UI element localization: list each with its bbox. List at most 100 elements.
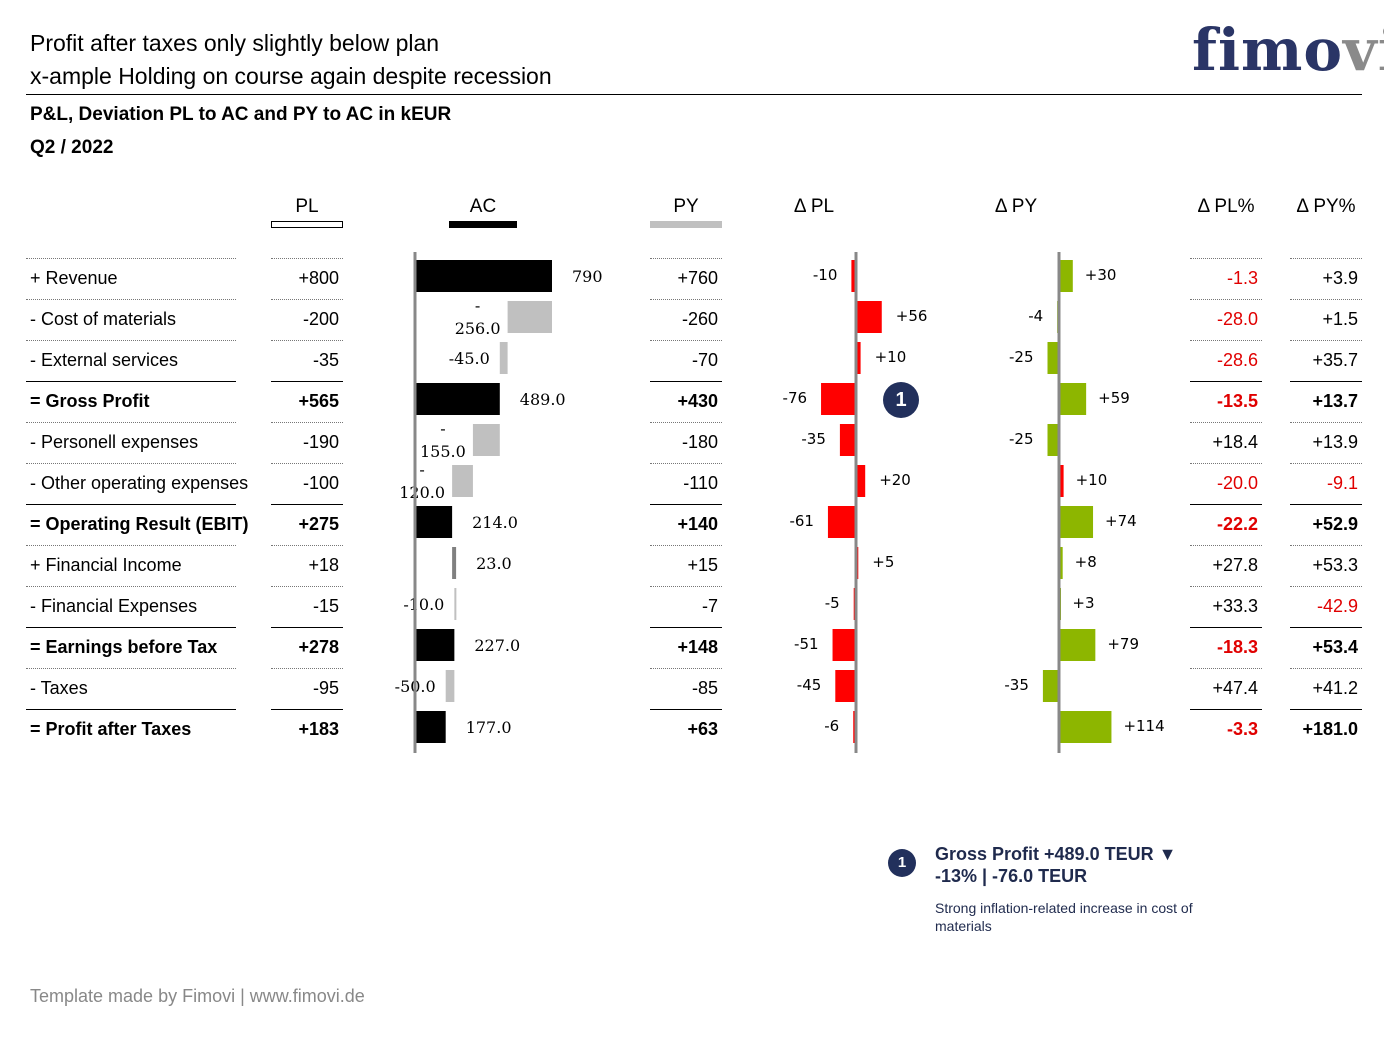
row-separator xyxy=(26,463,236,464)
pl-value: +800 xyxy=(298,268,339,288)
ac-bar xyxy=(415,383,500,415)
callout-badge-note: 1 xyxy=(888,849,916,877)
delta-py-pct-value: +13.9 xyxy=(1312,432,1358,452)
delta-pl-pct-value: -18.3 xyxy=(1216,637,1258,657)
row-separator xyxy=(1190,340,1262,341)
delta-py-pct-value: +52.9 xyxy=(1312,514,1358,534)
delta-pl-pct-value: +33.3 xyxy=(1212,596,1258,616)
delta-py-bar xyxy=(1059,465,1064,497)
row-separator xyxy=(26,627,236,628)
delta-pl-pct-value: -22.2 xyxy=(1216,514,1258,534)
delta-pl-bar xyxy=(856,301,882,333)
py-value: +760 xyxy=(677,268,718,288)
row-separator xyxy=(650,586,722,587)
py-value: +148 xyxy=(677,637,718,657)
delta-pl-label: -35 xyxy=(801,430,826,448)
ac-bar xyxy=(452,547,457,579)
ac-bar xyxy=(415,711,446,743)
delta-py-pct-value: -9.1 xyxy=(1326,473,1358,493)
delta-py-label: -35 xyxy=(1004,676,1029,694)
delta-pl-bar xyxy=(839,424,856,456)
delta-pl-label: +10 xyxy=(875,348,907,366)
pl-value: +275 xyxy=(298,514,339,534)
py-value: +15 xyxy=(687,555,718,575)
delta-py-bar xyxy=(1059,383,1087,415)
row-label: + Revenue xyxy=(30,268,118,288)
note-title-line2: -13% | -76.0 TEUR xyxy=(935,866,1088,886)
row-separator xyxy=(26,709,236,710)
row-separator xyxy=(650,709,722,710)
pl-value: -35 xyxy=(312,350,339,370)
delta-pl-label: -10 xyxy=(813,266,838,284)
col-header-delta-pl: Δ PL xyxy=(793,196,835,217)
row-separator xyxy=(1190,258,1262,259)
pl-value: +565 xyxy=(298,391,339,411)
pl-value: +183 xyxy=(298,719,339,739)
row-separator xyxy=(271,627,343,628)
delta-py-pct-value: +53.4 xyxy=(1312,637,1358,657)
row-label: + Financial Income xyxy=(30,555,182,575)
row-separator xyxy=(26,504,236,505)
delta-py-label: +114 xyxy=(1123,717,1164,735)
delta-pl-label: -61 xyxy=(789,512,814,530)
row-separator xyxy=(271,709,343,710)
delta-py-pct-value: +181.0 xyxy=(1302,719,1358,739)
delta-py-label: -25 xyxy=(1009,348,1034,366)
row-separator xyxy=(271,545,343,546)
delta-pl-pct-value: -3.3 xyxy=(1226,719,1258,739)
pl-value: +18 xyxy=(308,555,339,575)
delta-pl-pct-value: -28.6 xyxy=(1216,350,1258,370)
row-label: = Operating Result (EBIT) xyxy=(30,514,249,534)
col-header-pl: PL xyxy=(295,196,319,217)
ac-value-label: 256.0 xyxy=(455,319,501,338)
row-separator xyxy=(1190,299,1262,300)
row-separator xyxy=(271,668,343,669)
row-separator xyxy=(26,381,236,382)
ac-value-label: 23.0 xyxy=(476,554,512,573)
delta-pl-bar xyxy=(856,342,861,374)
row-separator xyxy=(650,258,722,259)
row-label: = Earnings before Tax xyxy=(30,637,218,657)
row-separator xyxy=(1190,668,1262,669)
delta-pl-label: +20 xyxy=(879,471,911,489)
ac-value-label: 155.0 xyxy=(420,442,466,461)
row-separator xyxy=(1190,586,1262,587)
header-divider xyxy=(26,94,1362,95)
row-separator xyxy=(271,299,343,300)
delta-pl-pct-value: +47.4 xyxy=(1212,678,1258,698)
col-header-ac: AC xyxy=(469,196,497,217)
logo-accent-text: vi xyxy=(1343,16,1384,84)
delta-py-pct-value: +13.7 xyxy=(1312,391,1358,411)
delta-pl-bar xyxy=(851,260,856,292)
pl-value: -190 xyxy=(302,432,339,452)
delta-pl-label: -45 xyxy=(797,676,822,694)
pl-marker xyxy=(271,221,343,228)
delta-py-bar xyxy=(1042,670,1059,702)
pl-value: -95 xyxy=(312,678,339,698)
row-separator xyxy=(26,299,236,300)
delta-py-pct-value: +53.3 xyxy=(1312,555,1358,575)
row-label: - Cost of materials xyxy=(30,309,177,329)
delta-py-pct-value: +3.9 xyxy=(1322,268,1358,288)
delta-pl-bar xyxy=(821,383,856,415)
row-separator xyxy=(1290,422,1362,423)
row-separator xyxy=(1190,545,1262,546)
py-value: -7 xyxy=(701,596,718,616)
delta-pl-pct-value: -13.5 xyxy=(1216,391,1258,411)
delta-py-label: +59 xyxy=(1098,389,1130,407)
delta-py-bar xyxy=(1047,424,1059,456)
pl-value: -100 xyxy=(302,473,339,493)
delta-pl-pct-value: +27.8 xyxy=(1212,555,1258,575)
row-separator xyxy=(1290,381,1362,382)
pl-value: -200 xyxy=(302,309,339,329)
row-label: = Gross Profit xyxy=(30,391,150,411)
row-label: - Personell expenses xyxy=(30,432,199,452)
row-separator xyxy=(271,258,343,259)
delta-py-bar xyxy=(1047,342,1059,374)
row-separator xyxy=(271,586,343,587)
row-separator xyxy=(650,668,722,669)
delta-py-bar xyxy=(1059,547,1063,579)
row-separator xyxy=(26,668,236,669)
delta-pl-pct-value: -28.0 xyxy=(1216,309,1258,329)
delta-pl-pct-value: +18.4 xyxy=(1212,432,1258,452)
